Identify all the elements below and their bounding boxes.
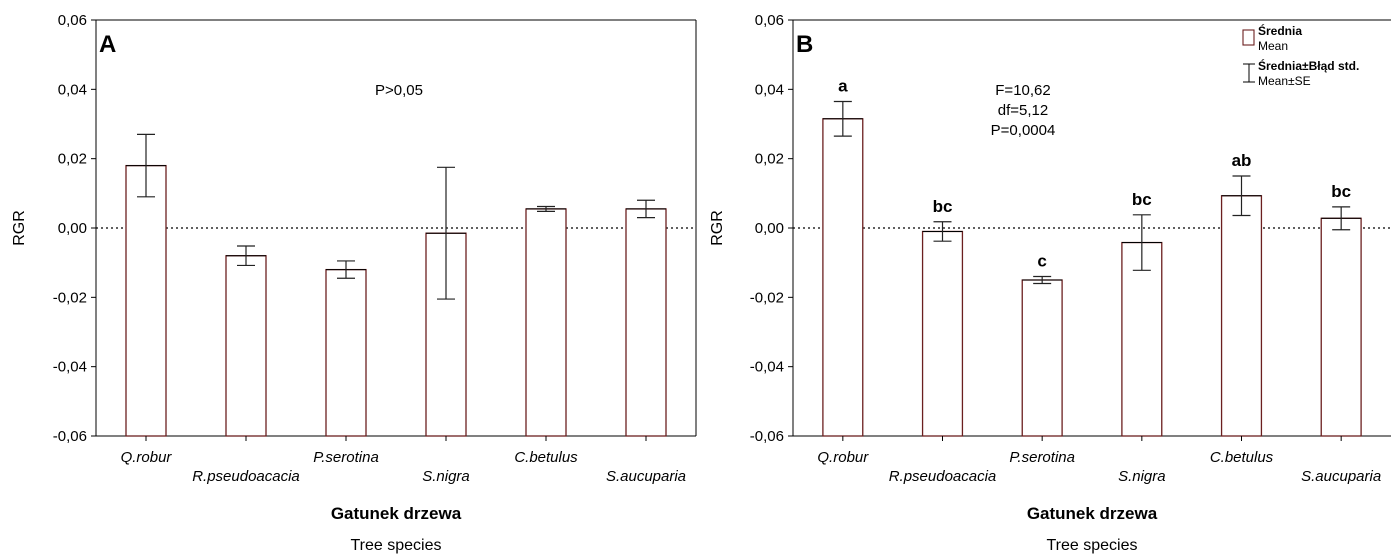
y-axis-title: RGR: [11, 210, 28, 246]
x-tick-label: S.nigra: [422, 468, 470, 485]
x-axis-subtitle: Tree species: [351, 537, 442, 554]
group-letter: bc: [1331, 182, 1351, 201]
bar-c-betulus: [525, 208, 567, 437]
stat-text: P>0,05: [375, 82, 423, 99]
y-tick-label: -0,02: [750, 289, 784, 306]
x-tick-label: P.serotina: [313, 449, 379, 466]
legend-mean-sublabel: Mean: [1258, 39, 1288, 53]
group-letter: ab: [1232, 151, 1252, 170]
x-axis-subtitle: Tree species: [1047, 537, 1138, 554]
bar-r-pseudoacacia: [225, 255, 267, 437]
x-tick-label: Q.robur: [817, 449, 869, 466]
panel-label: B: [796, 31, 813, 58]
y-tick-label: 0,06: [755, 12, 784, 29]
chart-panel-a: 0,06 0,04 0,02 0,00 -0,02 -0,04 -0,06 Q.robur R.…: [11, 12, 697, 554]
y-tick-label: 0,00: [58, 220, 87, 237]
y-tick-label: -0,04: [750, 359, 784, 376]
bar-q-robur: [822, 118, 864, 437]
y-tick-label: -0,06: [53, 428, 87, 445]
y-tick-label: -0,02: [53, 289, 87, 306]
bar-s-aucuparia: [1320, 217, 1362, 437]
x-tick-label: C.betulus: [514, 449, 578, 466]
stat-text: P=0,0004: [991, 122, 1056, 139]
x-tick-label: S.aucuparia: [1301, 468, 1381, 485]
legend-mean-label: Średnia: [1258, 23, 1302, 38]
x-axis-title: Gatunek drzewa: [331, 504, 462, 523]
x-tick-label: Q.robur: [121, 449, 173, 466]
group-letter: bc: [1132, 190, 1152, 209]
group-letter: c: [1037, 252, 1046, 271]
y-tick-label: 0,06: [58, 12, 87, 29]
legend-se-sublabel: Mean±SE: [1258, 74, 1311, 88]
x-tick-label: P.serotina: [1009, 449, 1075, 466]
chart-panel-b: 0,06 0,04 0,02 0,00 -0,02 -0,04 -0,06 Q.robur a R…: [709, 12, 1391, 554]
y-tick-label: -0,06: [750, 428, 784, 445]
bar-s-nigra: [1121, 241, 1163, 437]
x-tick-label: R.pseudoacacia: [889, 468, 997, 485]
bar-p-serotina: [1021, 279, 1063, 437]
y-tick-label: 0,04: [58, 81, 87, 98]
bar-c-betulus: [1220, 195, 1263, 437]
y-tick-label: 0,02: [755, 151, 784, 168]
y-tick-label: 0,02: [58, 151, 87, 168]
panel-label: A: [99, 31, 116, 58]
group-letter: a: [838, 76, 848, 95]
x-tick-label: S.nigra: [1118, 468, 1166, 485]
bar-q-robur: [125, 164, 167, 437]
bar-p-serotina: [325, 268, 367, 437]
x-tick-label: S.aucuparia: [606, 468, 686, 485]
y-tick-label: 0,00: [755, 220, 784, 237]
y-tick-label: 0,04: [755, 81, 784, 98]
x-tick-label: C.betulus: [1210, 449, 1274, 466]
stat-text: df=5,12: [998, 102, 1048, 119]
y-tick-label: -0,04: [53, 359, 87, 376]
bar-s-aucuparia: [625, 208, 667, 437]
legend-mean-swatch: [1242, 29, 1255, 46]
y-axis-title: RGR: [709, 210, 726, 246]
stat-text: F=10,62: [995, 82, 1050, 99]
group-letter: bc: [933, 197, 953, 216]
x-axis-title: Gatunek drzewa: [1027, 504, 1158, 523]
x-tick-label: R.pseudoacacia: [192, 468, 300, 485]
legend-se-label: Średnia±Błąd std.: [1258, 58, 1359, 73]
bar-r-pseudoacacia: [921, 230, 964, 437]
